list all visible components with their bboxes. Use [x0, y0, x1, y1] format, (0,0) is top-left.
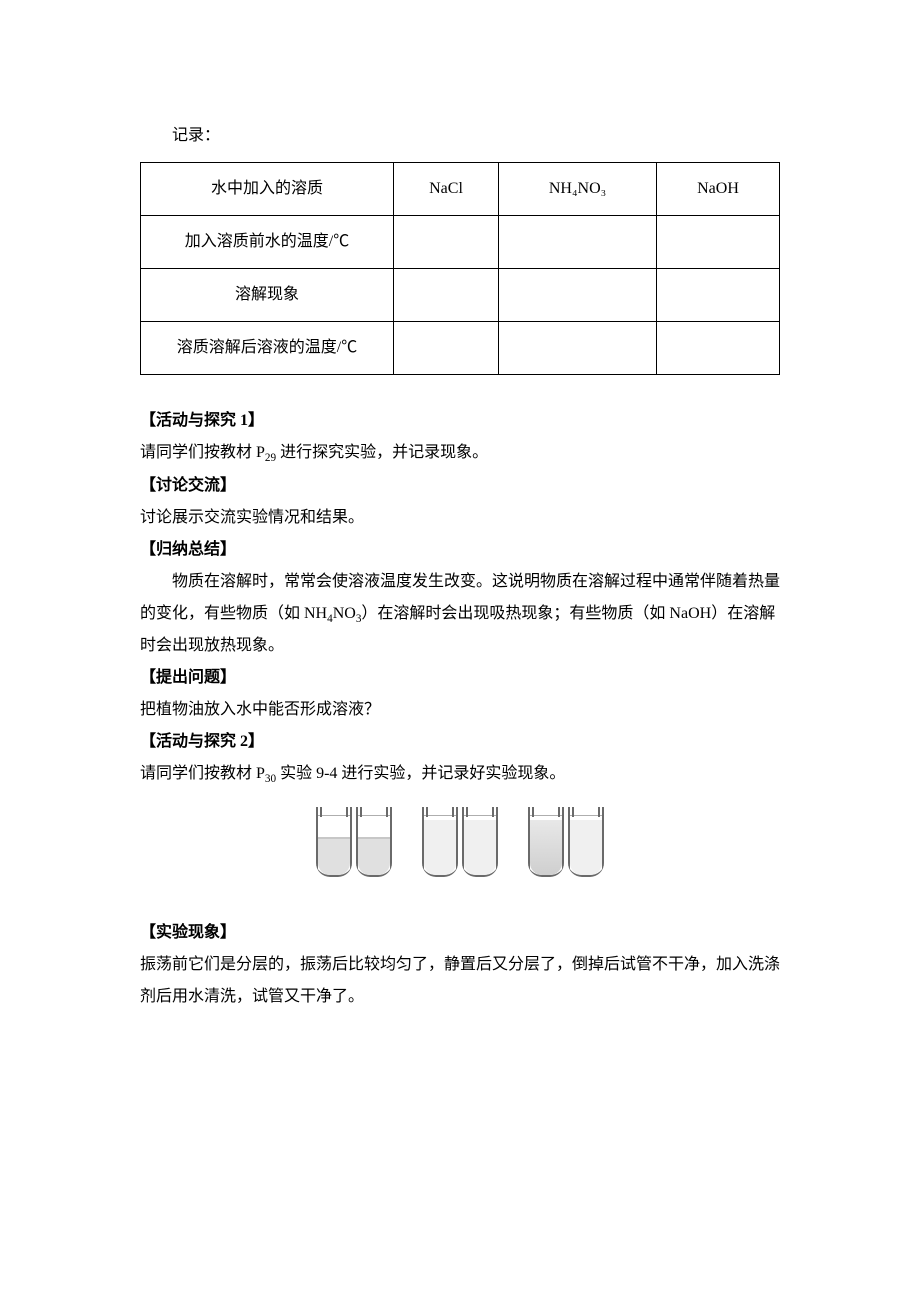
liquid: [424, 820, 456, 874]
liquid: [570, 820, 602, 874]
table-cell: [394, 322, 499, 375]
tube-pair: [316, 807, 392, 877]
phenomenon-title: 【实验现象】: [140, 917, 780, 949]
question-title: 【提出问题】: [140, 662, 780, 694]
table-cell: [499, 269, 657, 322]
test-tube-icon: [356, 807, 392, 877]
table-cell: [657, 322, 780, 375]
activity2-title: 【活动与探究 2】: [140, 726, 780, 758]
table-row: 水中加入的溶质 NaCl NH₄NO₃ NaOH: [141, 163, 780, 216]
table-cell: NaOH: [657, 163, 780, 216]
table-cell: NaCl: [394, 163, 499, 216]
liquid: [464, 820, 496, 874]
table-cell: [499, 322, 657, 375]
table-row: 加入溶质前水的温度/℃: [141, 216, 780, 269]
test-tube-icon: [528, 807, 564, 877]
solute-table: 水中加入的溶质 NaCl NH₄NO₃ NaOH 加入溶质前水的温度/℃ 溶解现…: [140, 162, 780, 375]
test-tube-icon: [462, 807, 498, 877]
text-run: NO: [333, 605, 356, 622]
table-cell: [394, 216, 499, 269]
discuss-text: 讨论展示交流实验情况和结果。: [140, 502, 780, 534]
subscript: 30: [265, 773, 276, 785]
test-tube-icon: [316, 807, 352, 877]
table-cell: [394, 269, 499, 322]
record-label: 记录：: [140, 120, 780, 152]
liquid: [318, 837, 350, 874]
text-run: 进行探究实验，并记录现象。: [276, 444, 488, 461]
row-header: 水中加入的溶质: [141, 163, 394, 216]
subscript: 29: [265, 452, 276, 464]
activity1-title: 【活动与探究 1】: [140, 405, 780, 437]
table-cell: [657, 269, 780, 322]
tube-pair: [528, 807, 604, 877]
text-run: 请同学们按教材 P: [140, 444, 265, 461]
summary-title: 【归纳总结】: [140, 534, 780, 566]
tube-pair: [422, 807, 498, 877]
activity2-text: 请同学们按教材 P30 实验 9-4 进行实验，并记录好实验现象。: [140, 758, 780, 791]
summary-text: 物质在溶解时，常常会使溶液温度发生改变。这说明物质在溶解过程中通常伴随着热量的变…: [140, 566, 780, 663]
document-page: 记录： 水中加入的溶质 NaCl NH₄NO₃ NaOH 加入溶质前水的温度/℃…: [0, 0, 920, 1302]
liquid: [530, 820, 562, 874]
test-tube-icon: [568, 807, 604, 877]
row-header: 溶解现象: [141, 269, 394, 322]
row-header: 加入溶质前水的温度/℃: [141, 216, 394, 269]
table-row: 溶解现象: [141, 269, 780, 322]
test-tube-icon: [422, 807, 458, 877]
text-run: 实验 9-4 进行实验，并记录好实验现象。: [276, 765, 565, 782]
text-run: 请同学们按教材 P: [140, 765, 265, 782]
phenomenon-text: 振荡前它们是分层的，振荡后比较均匀了，静置后又分层了，倒掉后试管不干净，加入洗涤…: [140, 949, 780, 1013]
test-tubes-figure: [140, 807, 780, 877]
table-row: 溶质溶解后溶液的温度/℃: [141, 322, 780, 375]
table-cell: NH₄NO₃: [499, 163, 657, 216]
question-text: 把植物油放入水中能否形成溶液？: [140, 694, 780, 726]
row-header: 溶质溶解后溶液的温度/℃: [141, 322, 394, 375]
liquid: [358, 837, 390, 874]
table-cell: [657, 216, 780, 269]
activity1-text: 请同学们按教材 P29 进行探究实验，并记录现象。: [140, 437, 780, 470]
discuss-title: 【讨论交流】: [140, 470, 780, 502]
table-cell: [499, 216, 657, 269]
